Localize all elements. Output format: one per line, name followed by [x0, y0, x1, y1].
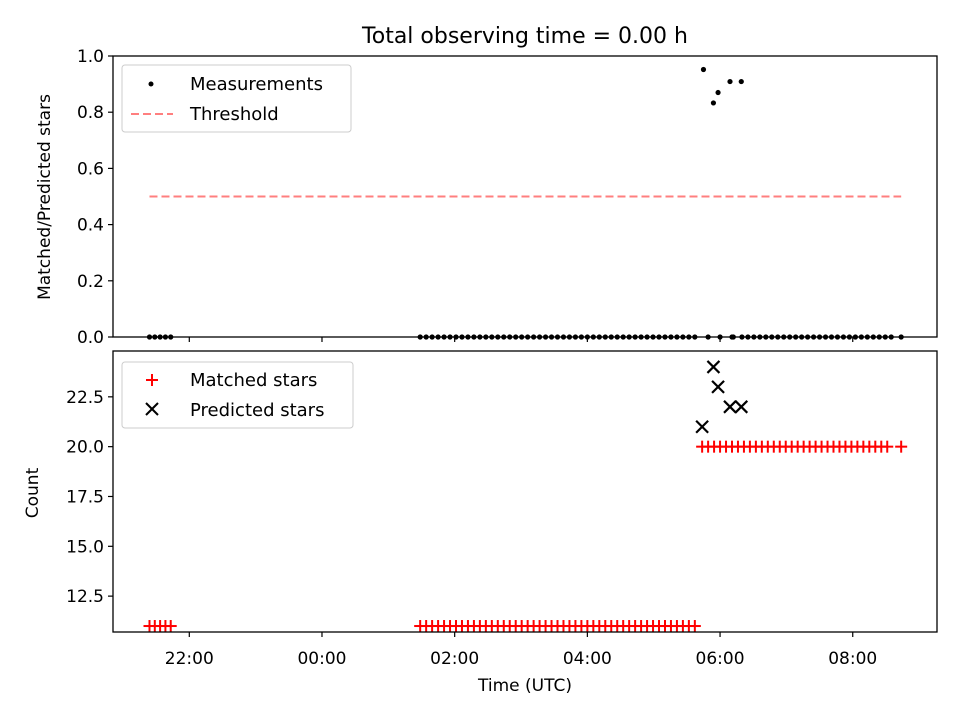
bottom-ytick-label: 20.0: [66, 438, 104, 458]
bottom-panel: 12.5 15.0 17.5 20.0 22.5 22:00 00:00 02:00 04:0…: [23, 350, 938, 696]
x-tick-label: 02:00: [430, 649, 479, 669]
matched-star-marker: [164, 620, 177, 633]
measurement-point: [710, 100, 717, 106]
measurement-point: [727, 78, 733, 85]
x-axis-label: Time (UTC): [477, 676, 572, 696]
top-ytick-label: 0.8: [77, 103, 104, 123]
legend-matched-label: Matched stars: [190, 370, 317, 391]
predicted-star-marker: [706, 360, 721, 374]
matched-star-marker: [881, 440, 894, 453]
predicted-star-marker: [711, 380, 725, 394]
top-y-axis-label: Matched/Predicted stars: [35, 94, 55, 300]
bottom-ytick-label: 12.5: [66, 587, 104, 607]
bottom-ytick-label: 17.5: [66, 487, 104, 507]
x-tick-label: 22:00: [165, 649, 214, 669]
top-axes-frame: [112, 55, 938, 338]
legend-measurements-label: Measurements: [190, 74, 323, 95]
top-ytick-label: 0.2: [77, 272, 104, 292]
predicted-star-marker: [734, 400, 749, 414]
top-ytick-label: 0.4: [77, 216, 104, 236]
top-ytick-label: 1.0: [77, 47, 104, 67]
top-ytick-label: 0.6: [77, 159, 104, 179]
chart-title: Total observing time = 0.00 h: [361, 24, 688, 49]
matched-star-marker: [688, 620, 701, 633]
x-tick-label: 04:00: [563, 649, 612, 669]
bottom-legend-box: [121, 361, 354, 429]
bottom-ytick-label: 15.0: [66, 537, 104, 557]
bottom-ytick-label: 22.5: [66, 388, 104, 408]
legend-predicted-label: Predicted stars: [190, 400, 324, 421]
x-tick-label: 00:00: [297, 649, 346, 669]
top-ytick-label: 0.0: [77, 328, 104, 348]
x-tick-label: 06:00: [696, 649, 745, 669]
legend-matched-marker: [146, 374, 158, 386]
bottom-y-axis-label: Count: [23, 467, 43, 518]
legend-measurements-marker: [148, 81, 154, 87]
measurement-point: [700, 66, 707, 73]
matched-star-marker: [895, 440, 908, 453]
predicted-star-marker: [695, 419, 709, 434]
x-tick-label: 08:00: [828, 649, 877, 669]
x-axis: 22:00 00:00 02:00 04:00 06:00 08:00: [165, 632, 877, 669]
legend-threshold-label: Threshold: [189, 104, 279, 125]
measurement-point: [738, 78, 744, 85]
predicted-star-marker: [723, 400, 737, 414]
top-legend-box: [121, 64, 352, 133]
top-y-axis: 0.0 0.2 0.4 0.6 0.8 1.0: [77, 47, 854, 348]
measurement-point: [715, 89, 721, 96]
bottom-legend: Matched stars Predicted stars: [121, 361, 354, 429]
top-legend: Measurements Threshold: [121, 64, 352, 133]
top-panel: Total observing time = 0.00 h 0.00.20.40…: [35, 24, 938, 348]
legend-predicted-marker: [145, 402, 159, 416]
bottom-plot-area: [143, 360, 908, 633]
bottom-axes-frame: [112, 350, 938, 633]
bottom-y-axis: 12.5 15.0 17.5 20.0 22.5: [66, 388, 113, 607]
